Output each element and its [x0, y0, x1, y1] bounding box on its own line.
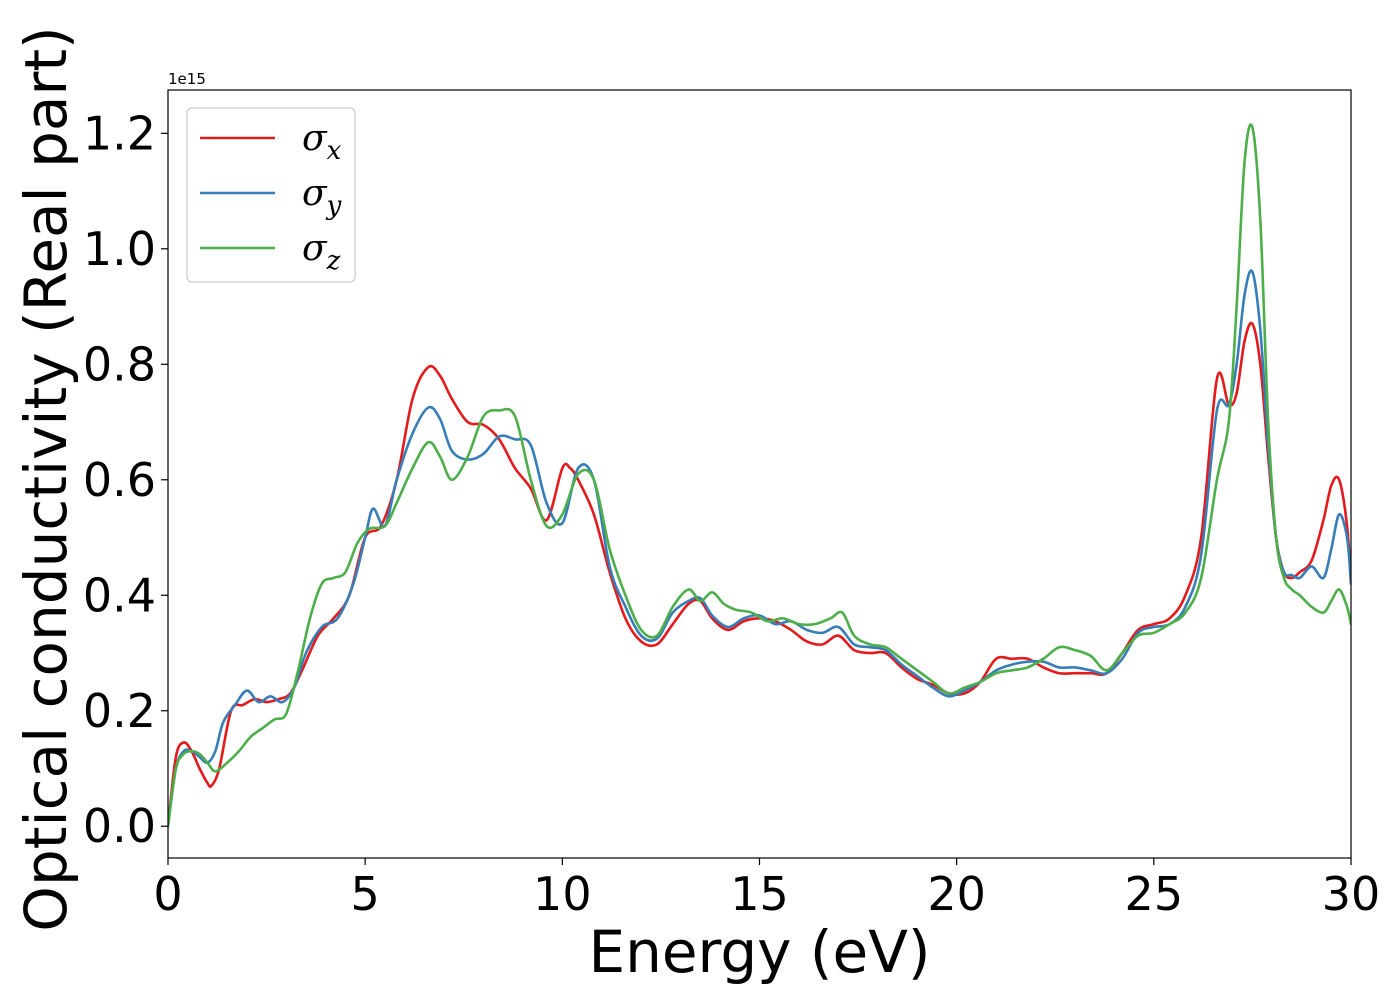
x-tick-label: 5: [351, 867, 380, 921]
legend-frame: [186, 107, 356, 283]
y-tick-label: 0.2: [83, 684, 156, 738]
legend-entry-sigma-y: σy: [200, 173, 342, 221]
y-tick-label: 0.8: [83, 337, 156, 391]
y-tick-label: 0.0: [83, 799, 156, 853]
y-tick-label: 1.2: [83, 106, 156, 160]
plot-area: [167, 89, 1352, 859]
x-tick-label: 30: [1322, 867, 1381, 921]
series-layer: [168, 123, 1351, 828]
y-axis-title: Optical conductivity (Real part): [12, 26, 80, 931]
legend-label: σx: [302, 118, 342, 166]
y-tick-label: 1.0: [83, 222, 156, 276]
x-axis-ticks: 0 5 10 15 20 25 30: [153, 858, 1380, 921]
legend-entry-sigma-x: σx: [200, 118, 342, 166]
x-tick-label: 0: [153, 867, 182, 921]
y-tick-label: 0.4: [83, 568, 156, 622]
x-tick-label: 25: [1125, 867, 1184, 921]
x-tick-label: 15: [730, 867, 789, 921]
legend-label: σy: [302, 173, 342, 221]
x-axis-title: Energy (eV): [588, 918, 930, 986]
series-line-sigma-z: [168, 123, 1351, 828]
legend-entry-sigma-z: σz: [200, 228, 341, 276]
y-axis-ticks: 0.0 0.2 0.4 0.6 0.8 1.0 1.2: [83, 106, 168, 853]
x-tick-label: 20: [927, 867, 986, 921]
legend-label: σz: [302, 228, 341, 276]
legend: σx σy σz: [186, 107, 356, 283]
y-axis-offset-text: 1e15: [168, 70, 206, 88]
y-tick-label: 0.6: [83, 453, 156, 507]
x-tick-label: 10: [533, 867, 592, 921]
